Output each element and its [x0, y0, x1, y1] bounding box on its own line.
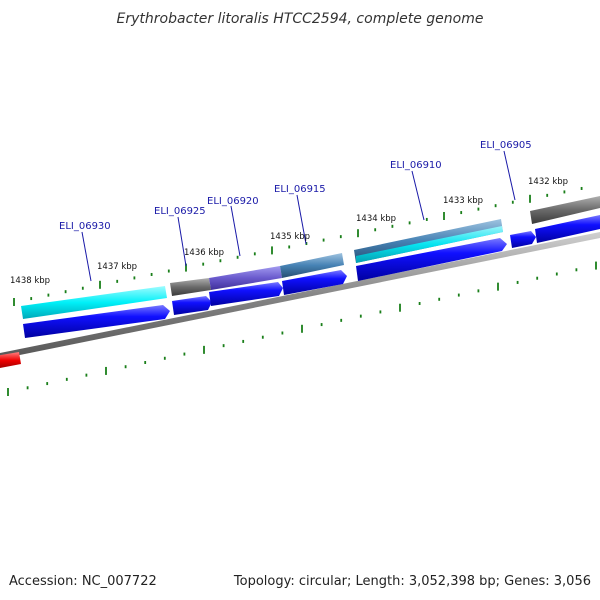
gene-label[interactable]: ELI_06915 — [274, 184, 326, 195]
cds-track — [23, 215, 600, 338]
gene-label[interactable]: ELI_06925 — [154, 206, 206, 217]
cds-ELI_06905[interactable] — [535, 215, 600, 243]
cds-ELI_06930[interactable] — [23, 305, 170, 338]
mrna-ELI_06915[interactable] — [280, 253, 344, 278]
cds-ELI_06920[interactable] — [209, 282, 283, 306]
tick-label: 1433 kbp — [443, 196, 483, 206]
mrna-track — [21, 196, 600, 319]
inner-tick-row — [7, 261, 597, 396]
mrna-ELI_06930[interactable] — [21, 286, 167, 319]
other-strand-feature[interactable] — [0, 352, 21, 369]
mrna-ELI_06925[interactable] — [170, 278, 211, 296]
cds-ELI_06910[interactable] — [356, 238, 507, 281]
gene-label[interactable]: ELI_06910 — [390, 160, 442, 171]
genome-backbone — [0, 232, 600, 359]
tick-labels: 1438 kbp 1437 kbp 1436 kbp 1435 kbp 1434… — [10, 177, 568, 286]
tick-label: 1435 kbp — [270, 232, 310, 242]
map-title: Erythrobacter litoralis HTCC2594, comple… — [117, 11, 484, 27]
tick-label: 1432 kbp — [528, 177, 568, 187]
gene-label[interactable]: ELI_06930 — [59, 221, 111, 232]
tick-label: 1438 kbp — [10, 276, 50, 286]
cds-ELI_06905a[interactable] — [510, 231, 536, 248]
gene-labels: ELI_06930 ELI_06925 ELI_06920 ELI_06915 … — [59, 140, 532, 232]
cds-ELI_06915[interactable] — [282, 270, 347, 295]
tick-label: 1436 kbp — [184, 248, 224, 258]
tick-label: 1434 kbp — [356, 214, 396, 224]
gene-leaders — [81, 150, 516, 282]
mrna-ELI_06920[interactable] — [209, 266, 282, 290]
mrna-ELI_06905[interactable] — [530, 196, 600, 224]
gene-label[interactable]: ELI_06920 — [207, 196, 259, 207]
gene-label[interactable]: ELI_06905 — [480, 140, 532, 151]
genome-summary-text: Topology: circular; Length: 3,052,398 bp… — [233, 574, 591, 589]
cds-ELI_06925[interactable] — [172, 296, 212, 315]
tick-label: 1437 kbp — [97, 262, 137, 272]
mrna-ELI_06910-cyan-overlay — [356, 226, 503, 263]
accession-text: Accession: NC_007722 — [9, 574, 157, 589]
